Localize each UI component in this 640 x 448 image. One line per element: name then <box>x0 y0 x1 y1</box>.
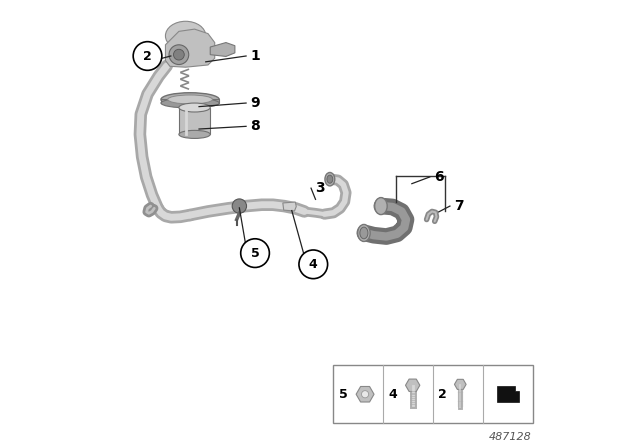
Circle shape <box>232 199 246 213</box>
Circle shape <box>241 239 269 267</box>
Text: 3: 3 <box>316 181 325 195</box>
Polygon shape <box>161 99 220 103</box>
Ellipse shape <box>358 224 370 241</box>
Text: 6: 6 <box>435 170 444 184</box>
Ellipse shape <box>327 175 333 183</box>
Circle shape <box>299 250 328 279</box>
Text: 8: 8 <box>251 119 260 134</box>
Text: 2: 2 <box>438 388 447 401</box>
Ellipse shape <box>360 227 368 239</box>
Polygon shape <box>165 29 215 67</box>
Bar <box>333 365 532 423</box>
Ellipse shape <box>179 103 210 112</box>
Ellipse shape <box>179 130 210 138</box>
Circle shape <box>362 391 369 398</box>
Text: 7: 7 <box>454 199 464 213</box>
Circle shape <box>169 45 189 65</box>
Text: 2: 2 <box>143 49 152 63</box>
Circle shape <box>133 42 162 70</box>
Ellipse shape <box>168 95 212 104</box>
Text: 1: 1 <box>251 49 260 63</box>
Ellipse shape <box>325 172 335 186</box>
Text: 4: 4 <box>309 258 317 271</box>
Text: 5: 5 <box>339 388 348 401</box>
Text: 9: 9 <box>251 96 260 110</box>
Polygon shape <box>497 386 519 402</box>
Ellipse shape <box>374 198 387 215</box>
Ellipse shape <box>166 21 206 51</box>
Bar <box>179 108 210 134</box>
Text: 5: 5 <box>251 246 259 260</box>
Text: 4: 4 <box>388 388 397 401</box>
Ellipse shape <box>161 93 219 106</box>
Circle shape <box>173 49 184 60</box>
Polygon shape <box>283 202 296 211</box>
Polygon shape <box>210 43 235 56</box>
Text: 487128: 487128 <box>489 432 531 442</box>
Ellipse shape <box>161 98 219 108</box>
